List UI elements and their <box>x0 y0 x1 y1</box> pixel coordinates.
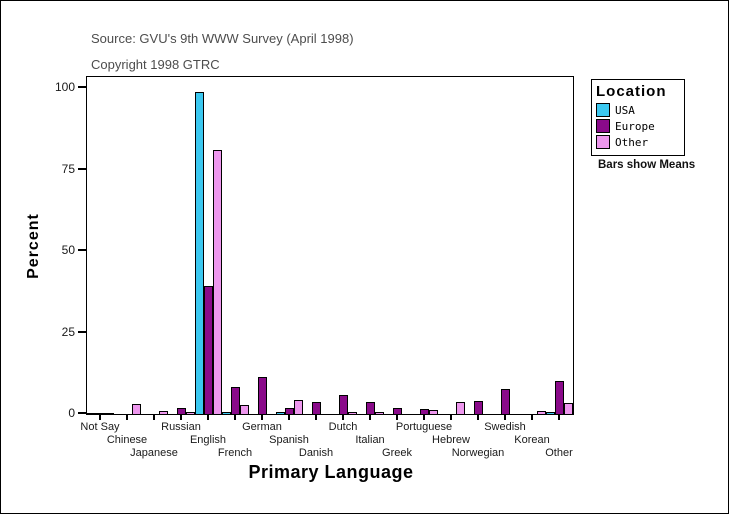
bar-europe-portuguese <box>420 409 429 414</box>
x-tick <box>153 414 155 420</box>
plot-area <box>86 76 574 415</box>
y-tick <box>78 168 86 170</box>
x-tick <box>261 414 263 420</box>
x-category-label: Portuguese <box>395 421 453 433</box>
legend: Location USA Europe Other <box>591 79 685 156</box>
x-category-label: Greek <box>382 447 412 459</box>
legend-label-europe: Europe <box>615 119 655 133</box>
bars-show-means-note: Bars show Means <box>598 159 696 171</box>
bar-usa-english <box>195 92 204 414</box>
bar-other-portuguese <box>429 410 438 414</box>
y-tick-label: 100 <box>54 80 75 94</box>
legend-item-europe: Europe <box>596 118 680 134</box>
europe-color-swatch <box>596 119 610 133</box>
y-tick-label: 50 <box>61 243 75 257</box>
bar-other-not-say <box>105 413 114 414</box>
x-category-label: Other <box>545 447 573 459</box>
bar-europe-swedish <box>501 389 510 414</box>
bar-other-russian <box>186 412 195 414</box>
bar-other-spanish <box>294 400 303 414</box>
bar-europe-french <box>231 387 240 414</box>
bar-usa-not-say <box>87 413 96 414</box>
x-tick <box>99 414 101 420</box>
bar-europe-german <box>258 377 267 414</box>
y-axis-title: Percent <box>25 213 42 279</box>
bar-europe-dutch <box>339 395 348 414</box>
y-tick-label: 0 <box>68 406 75 420</box>
other-color-swatch <box>596 135 610 149</box>
bar-usa-spanish <box>276 412 285 414</box>
y-tick-label: 75 <box>61 162 75 176</box>
bar-other-english <box>213 150 222 414</box>
x-tick <box>288 414 290 420</box>
x-tick <box>315 414 317 420</box>
y-tick <box>78 249 86 251</box>
x-category-label: Not Say <box>80 421 120 433</box>
bar-europe-norwegian <box>474 401 483 414</box>
x-tick <box>369 414 371 420</box>
bar-other-korean <box>537 411 546 414</box>
bar-usa-french <box>222 412 231 414</box>
bar-europe-not-say <box>96 413 105 414</box>
bar-europe-danish <box>312 402 321 414</box>
x-category-label: Dutch <box>328 421 358 433</box>
x-category-label: German <box>242 421 282 433</box>
bar-other-french <box>240 405 249 414</box>
bar-europe-spanish <box>285 408 294 414</box>
x-category-label: Russian <box>161 421 201 433</box>
x-tick <box>450 414 452 420</box>
legend-title: Location <box>596 83 667 100</box>
bar-europe-other <box>555 381 564 414</box>
usa-color-swatch <box>596 103 610 117</box>
legend-item-other: Other <box>596 134 680 150</box>
x-tick <box>423 414 425 420</box>
bar-europe-greek <box>393 408 402 414</box>
x-tick <box>396 414 398 420</box>
x-tick <box>531 414 533 420</box>
x-category-label: Hebrew <box>432 434 470 446</box>
x-category-label: Danish <box>298 447 334 459</box>
x-category-label: English <box>189 434 227 446</box>
y-tick <box>78 86 86 88</box>
x-category-label: Korean <box>514 434 550 446</box>
x-category-label: Japanese <box>130 447 178 459</box>
bar-other-chinese <box>132 404 141 414</box>
x-axis-title: Primary Language <box>248 462 414 482</box>
bar-other-other <box>564 403 573 414</box>
x-tick <box>342 414 344 420</box>
x-tick <box>207 414 209 420</box>
x-tick <box>234 414 236 420</box>
bar-other-italian <box>375 412 384 414</box>
bar-other-dutch <box>348 412 357 414</box>
x-tick <box>504 414 506 420</box>
x-tick <box>477 414 479 420</box>
bar-usa-other <box>546 412 555 414</box>
x-category-label: Norwegian <box>451 447 505 459</box>
copyright-text: Copyright 1998 GTRC <box>91 57 220 72</box>
legend-label-other: Other <box>615 135 649 149</box>
x-category-label: French <box>217 447 253 459</box>
x-tick <box>126 414 128 420</box>
x-category-label: Swedish <box>484 421 526 433</box>
x-category-label: Spanish <box>269 434 309 446</box>
bar-europe-italian <box>366 402 375 414</box>
bar-europe-english <box>204 286 213 414</box>
y-tick-label: 25 <box>61 325 75 339</box>
y-tick <box>78 331 86 333</box>
x-tick <box>180 414 182 420</box>
source-text: Source: GVU's 9th WWW Survey (April 1998… <box>91 31 354 46</box>
y-tick <box>78 412 86 414</box>
legend-label-usa: USA <box>615 103 635 117</box>
x-tick <box>558 414 560 420</box>
legend-item-usa: USA <box>596 102 680 118</box>
x-category-label: Chinese <box>106 434 148 446</box>
x-category-label: Italian <box>355 434 385 446</box>
bar-other-japanese <box>159 411 168 414</box>
bar-other-hebrew <box>456 402 465 414</box>
bar-europe-russian <box>177 408 186 414</box>
